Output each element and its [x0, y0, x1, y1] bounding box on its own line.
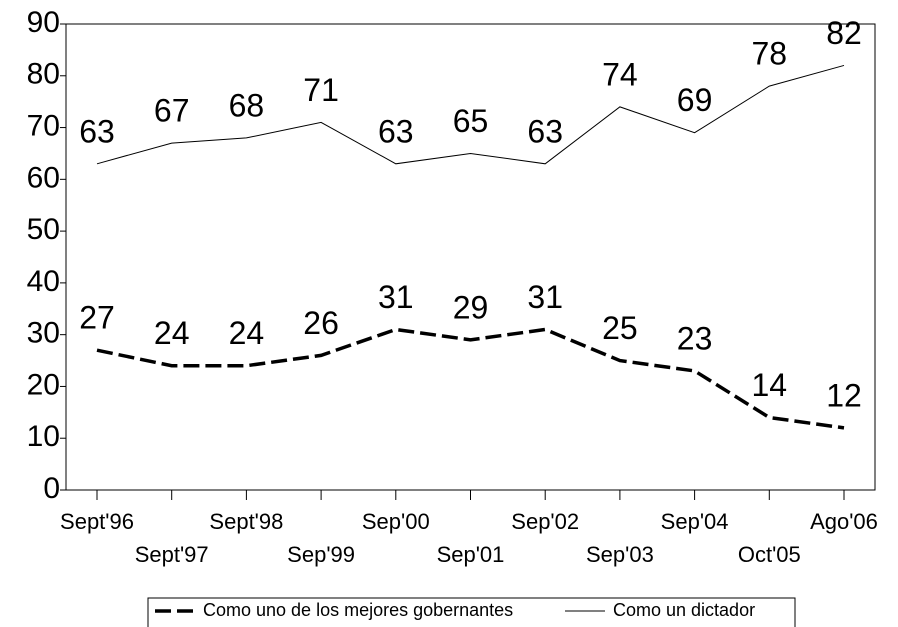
data-label: 27 [79, 300, 115, 336]
x-tick-label: Sept'97 [135, 542, 209, 567]
data-label: 26 [303, 305, 339, 341]
data-label: 71 [303, 72, 339, 108]
legend-label: Como un dictador [613, 600, 755, 620]
data-label: 65 [453, 103, 489, 139]
series-line [96, 64, 845, 165]
data-label: 29 [453, 289, 489, 325]
x-tick-label: Sep'01 [437, 542, 505, 567]
x-tick-label: Sep'00 [362, 509, 430, 534]
legend-label: Como uno de los mejores gobernantes [203, 600, 513, 620]
y-tick-label: 70 [27, 109, 60, 142]
x-tick-label: Sept'98 [209, 509, 283, 534]
y-tick-label: 50 [27, 213, 60, 246]
y-tick-label: 0 [43, 472, 60, 505]
series-line [96, 327, 845, 430]
y-tick-label: 20 [27, 368, 60, 401]
data-label: 63 [378, 113, 414, 149]
x-tick-label: Sep'04 [661, 509, 729, 534]
x-tick-label: Sep'02 [511, 509, 579, 534]
data-label: 63 [527, 113, 563, 149]
x-tick-label: Oct'05 [738, 542, 801, 567]
data-label: 24 [154, 315, 190, 351]
data-label: 67 [154, 93, 190, 129]
y-tick-label: 30 [27, 317, 60, 350]
y-tick-label: 10 [27, 420, 60, 453]
y-tick-label: 80 [27, 58, 60, 91]
x-tick-label: Sep'99 [287, 542, 355, 567]
data-label: 14 [752, 367, 788, 403]
data-label: 78 [752, 36, 788, 72]
data-label: 31 [527, 279, 563, 315]
x-tick-label: Sep'03 [586, 542, 654, 567]
y-tick-label: 90 [27, 6, 60, 39]
data-label: 82 [826, 15, 862, 51]
data-label: 25 [602, 310, 638, 346]
data-label: 74 [602, 56, 638, 92]
data-label: 12 [826, 377, 862, 413]
legend-box [147, 597, 796, 627]
data-label: 68 [229, 87, 265, 123]
x-tick-label: Sept'96 [60, 509, 134, 534]
data-label: 24 [229, 315, 265, 351]
data-label: 69 [677, 82, 713, 118]
y-tick-label: 40 [27, 265, 60, 298]
data-label: 31 [378, 279, 414, 315]
data-label: 63 [79, 113, 115, 149]
data-label: 23 [677, 320, 713, 356]
y-tick-label: 60 [27, 161, 60, 194]
x-tick-label: Ago'06 [810, 509, 878, 534]
